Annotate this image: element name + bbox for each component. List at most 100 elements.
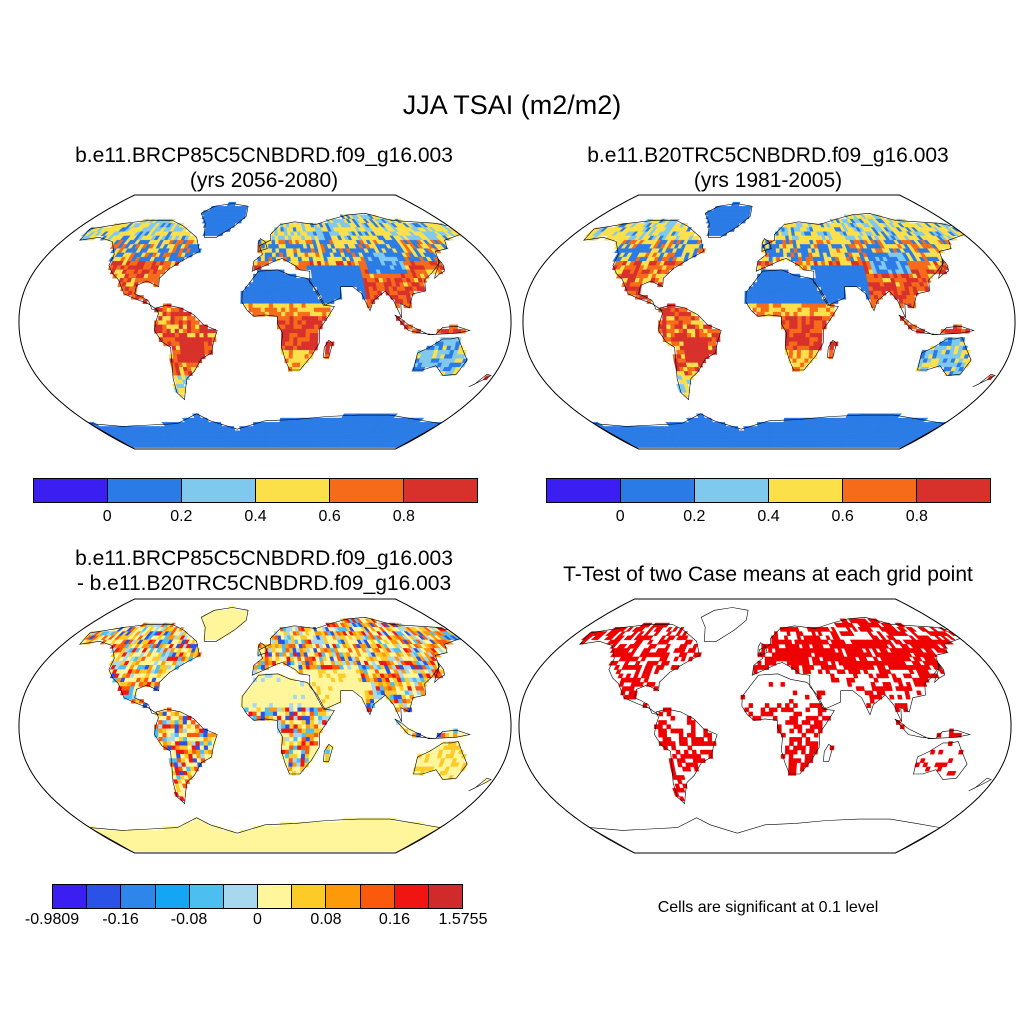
grid-cell <box>203 328 208 334</box>
grid-cell <box>264 421 269 427</box>
grid-cell <box>944 328 950 334</box>
grid-cell <box>790 252 795 258</box>
grid-cell <box>808 358 813 364</box>
grid-cell <box>305 307 311 313</box>
grid-cell <box>377 290 383 296</box>
grid-cell <box>760 303 766 309</box>
grid-cell <box>296 349 302 355</box>
grid-cell <box>292 282 298 287</box>
grid-cell <box>771 434 775 440</box>
colorbar-tick-label: 0.8 <box>392 508 415 525</box>
grid-cell <box>280 286 286 292</box>
grid-cell <box>166 320 171 326</box>
grid-cell <box>166 324 172 330</box>
grid-cell <box>764 278 770 283</box>
grid-cell <box>797 341 802 347</box>
grid-cell <box>262 443 266 448</box>
grid-cell <box>801 294 806 300</box>
grid-cell <box>781 307 786 313</box>
grid-cell <box>182 324 188 330</box>
grid-cell <box>285 311 290 317</box>
grid-cell <box>666 324 671 330</box>
grid-cell <box>805 299 810 304</box>
grid-cell <box>833 341 839 347</box>
coastline <box>241 269 335 371</box>
grid-cell <box>688 349 694 355</box>
grid-cell <box>316 286 322 292</box>
grid-cell <box>752 294 758 300</box>
grid-cell <box>264 438 268 444</box>
grid-cell <box>248 307 253 313</box>
grid-cell <box>797 311 803 317</box>
grid-cell <box>802 265 808 271</box>
grid-cell <box>285 337 290 343</box>
grid-cell <box>780 294 786 300</box>
grid-cell <box>313 337 319 343</box>
grid-cell <box>258 421 263 427</box>
grid-cell <box>686 333 692 338</box>
grid-cell <box>796 358 802 364</box>
grid-cell <box>822 316 827 321</box>
grid-cell <box>822 324 827 330</box>
grid-cell <box>284 345 290 351</box>
grid-cell <box>281 333 286 338</box>
grid-cell <box>776 282 782 287</box>
grid-cell <box>789 333 794 338</box>
grid-cell <box>256 278 262 283</box>
grid-cell <box>674 311 680 317</box>
grid-cell <box>260 311 266 317</box>
grid-cell <box>703 333 709 338</box>
grid-cell <box>772 290 778 296</box>
grid-cell <box>284 290 290 296</box>
grid-cell <box>700 354 706 359</box>
grid-cell <box>402 299 408 304</box>
grid-cell <box>301 311 307 317</box>
grid-cell <box>305 341 310 347</box>
grid-cell <box>264 426 269 431</box>
grid-cell <box>296 345 302 351</box>
grid-cell <box>324 349 330 355</box>
grid-cell <box>948 328 954 334</box>
grid-cell <box>789 320 794 326</box>
grid-cell <box>801 333 807 338</box>
grid-cell <box>786 252 792 258</box>
grid-cell <box>256 307 262 313</box>
grid-cell <box>182 311 188 317</box>
grid-cell <box>170 316 176 321</box>
grid-cell <box>259 430 263 436</box>
grid-cell <box>322 311 327 317</box>
grid-cell <box>304 290 310 296</box>
grid-cell <box>174 311 180 317</box>
grid-cell <box>785 316 790 321</box>
grid-cell <box>704 354 710 359</box>
grid-cell <box>707 341 713 347</box>
grid-cell <box>280 294 286 300</box>
grid-cell <box>268 290 274 296</box>
grid-cell <box>674 307 680 313</box>
grid-cell <box>292 358 298 364</box>
panel1-map <box>18 194 512 450</box>
grid-cell <box>801 311 807 317</box>
grid-cell <box>813 341 819 347</box>
grid-cell <box>301 345 306 351</box>
grid-cell <box>244 286 250 292</box>
grid-cell <box>171 341 177 347</box>
grid-cell <box>190 366 196 372</box>
grid-cell <box>278 248 284 254</box>
grid-cell <box>297 294 302 300</box>
grid-cell <box>309 303 315 309</box>
grid-cell <box>764 290 770 296</box>
grid-cell <box>756 286 762 292</box>
grid-cell <box>252 286 258 292</box>
grid-cell <box>281 311 286 317</box>
grid-cell <box>296 278 301 283</box>
grid-cell <box>262 430 266 436</box>
grid-cell <box>203 333 209 338</box>
grid-cell <box>694 320 700 326</box>
grid-cell <box>778 235 783 241</box>
colorbar-tick-label: 0.6 <box>318 508 341 525</box>
grid-cell <box>809 294 814 300</box>
grid-cell <box>707 333 713 338</box>
grid-cell <box>256 299 262 304</box>
grid-cell <box>837 294 843 300</box>
